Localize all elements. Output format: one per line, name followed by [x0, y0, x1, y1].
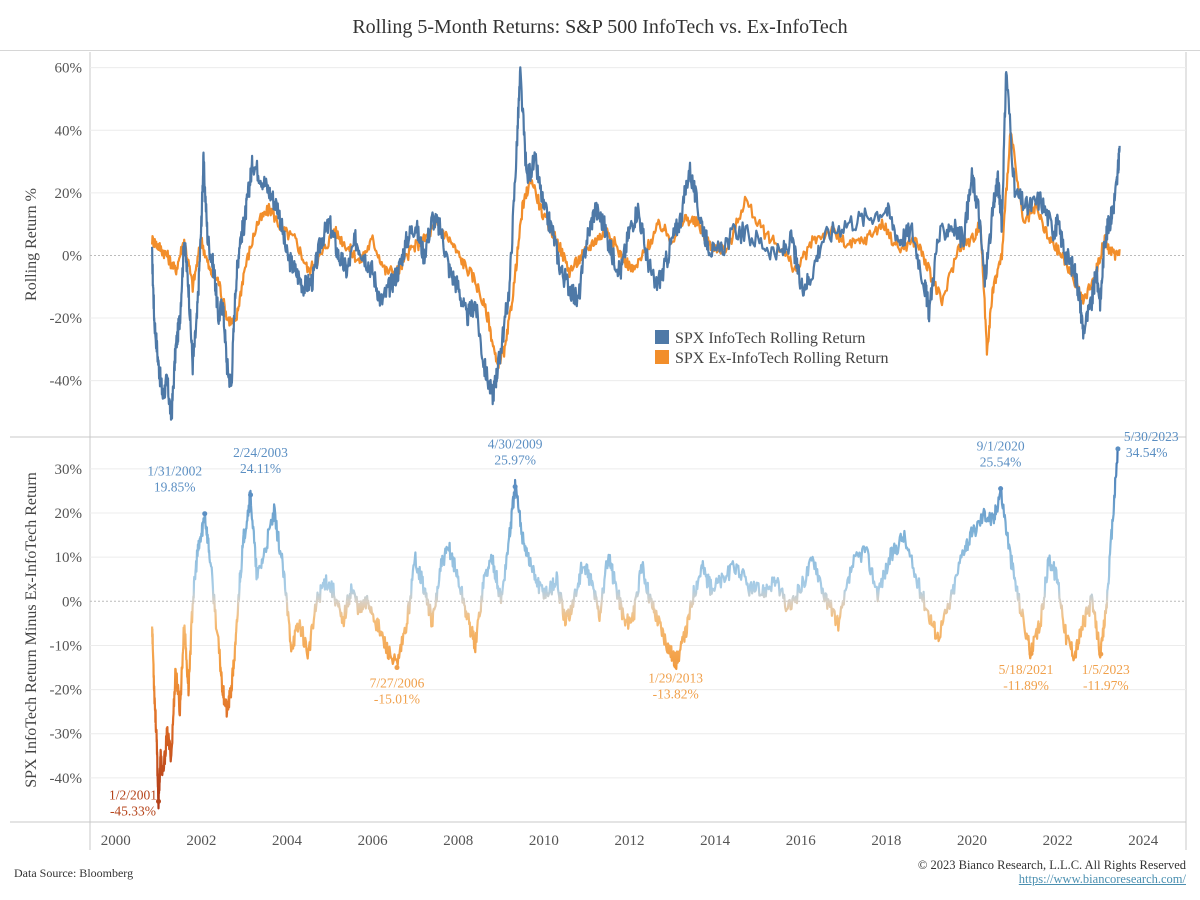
annotation-value: -11.97%	[1083, 678, 1129, 693]
annotation-marker	[673, 659, 679, 665]
chart-frame	[10, 52, 1187, 850]
annotation-value: 34.54%	[1126, 445, 1168, 460]
x-tick-label: 2022	[1043, 833, 1073, 849]
annotation-marker	[202, 511, 208, 517]
top-panel: -40% -20% 0% 20% 40% 60% Rolling Return % SPX…	[23, 61, 1186, 421]
bottom-gridlines	[90, 468, 1186, 779]
series-line-difference	[151, 447, 1119, 810]
footer-credits: © 2023 Bianco Research, L.L.C. All Right…	[918, 858, 1186, 886]
annotation-date: 1/29/2013	[648, 670, 703, 685]
legend-swatch-exinfotech	[655, 350, 669, 364]
annotation-date: 1/2/2001	[109, 787, 157, 802]
y-tick-label: 60%	[55, 61, 83, 77]
x-tick-label: 2002	[186, 833, 216, 849]
x-tick-label: 2008	[443, 833, 473, 849]
y-tick-label: -40%	[50, 771, 83, 787]
copyright: © 2023 Bianco Research, L.L.C. All Right…	[917, 858, 1186, 872]
y-tick-label: -30%	[50, 727, 83, 743]
bottom-y-axis-title: SPX InfoTech Return Minus Ex-InfoTech Re…	[23, 472, 40, 787]
title-divider	[0, 50, 1200, 51]
x-axis-ticks: 2000 2002 2004 2006 2008 2010 2012 2014 2016 2018…	[101, 833, 1159, 849]
annotation-date: 4/30/2009	[488, 437, 543, 452]
y-tick-label: 20%	[55, 506, 83, 522]
annotation-value: 25.54%	[980, 455, 1022, 470]
annotation-value: -11.89%	[1003, 678, 1049, 693]
legend-label-exinfotech: SPX Ex-InfoTech Rolling Return	[675, 350, 889, 367]
annotation-value: 24.11%	[240, 461, 281, 476]
annotation-date: 5/30/2023	[1124, 429, 1179, 444]
y-tick-label: -20%	[50, 683, 83, 699]
annotation-marker	[248, 492, 254, 498]
chart-title: Rolling 5-Month Returns: S&P 500 InfoTec…	[352, 16, 848, 38]
legend-swatch-infotech	[655, 330, 669, 344]
annotations: 1/2/2001-45.33%1/31/200219.85%2/24/20032…	[109, 429, 1179, 819]
annotation-date: 7/27/2006	[370, 676, 425, 691]
annotation-date: 9/1/2020	[977, 439, 1025, 454]
bottom-y-ticks: -40% -30% -20% -10% 0% 10% 20% 30%	[50, 462, 83, 787]
y-tick-label: -10%	[50, 638, 83, 654]
y-tick-label: -20%	[50, 311, 83, 327]
annotation-value: 25.97%	[494, 453, 536, 468]
top-y-axis-title: Rolling Return %	[23, 188, 40, 301]
annotation-date: 5/18/2021	[999, 662, 1054, 677]
x-tick-label: 2006	[358, 833, 389, 849]
series-line-infotech	[151, 66, 1121, 421]
y-tick-label: 20%	[55, 186, 83, 202]
y-tick-label: 0%	[62, 248, 82, 264]
annotation-marker	[512, 484, 518, 490]
annotation-value: -13.82%	[653, 686, 699, 701]
legend: SPX InfoTech Rolling Return SPX Ex-InfoT…	[655, 330, 889, 367]
annotation-marker	[156, 798, 161, 804]
top-y-ticks: -40% -20% 0% 20% 40% 60%	[50, 61, 83, 390]
y-tick-label: 10%	[55, 550, 83, 566]
x-tick-label: 2020	[957, 833, 987, 849]
annotation-marker	[1028, 651, 1034, 657]
annotation-marker	[1115, 446, 1121, 452]
y-tick-label: 40%	[55, 123, 83, 139]
x-tick-label: 2012	[614, 833, 644, 849]
x-tick-label: 2000	[101, 833, 131, 849]
x-tick-label: 2010	[529, 833, 559, 849]
annotation-value: -15.01%	[374, 692, 420, 707]
annotation-date: 2/24/2003	[233, 445, 288, 460]
data-source: Data Source: Bloomberg	[14, 866, 134, 880]
y-tick-label: 30%	[55, 462, 83, 478]
annotation-date: 1/5/2023	[1082, 662, 1130, 677]
bottom-series	[151, 447, 1119, 810]
annotation-marker	[1098, 651, 1104, 657]
y-tick-label: -40%	[50, 374, 83, 390]
top-gridlines	[90, 67, 1186, 382]
x-tick-label: 2004	[272, 833, 303, 849]
annotation-value: 19.85%	[154, 480, 196, 495]
annotation-marker	[394, 665, 400, 671]
x-tick-label: 2016	[786, 833, 817, 849]
series-line-exinfotech	[151, 131, 1121, 369]
annotation-marker	[998, 486, 1004, 492]
legend-label-infotech: SPX InfoTech Rolling Return	[675, 330, 865, 347]
bottom-panel: -40% -30% -20% -10% 0% 10% 20% 30% SPX InfoTech…	[23, 429, 1186, 849]
x-tick-label: 2018	[871, 833, 901, 849]
x-tick-label: 2024	[1128, 833, 1159, 849]
x-tick-label: 2014	[700, 833, 731, 849]
annotation-date: 1/31/2002	[147, 464, 202, 479]
website-link[interactable]: https://www.biancoresearch.com/	[1018, 872, 1186, 886]
top-series	[151, 66, 1121, 421]
y-tick-label: 0%	[62, 594, 82, 610]
annotation-value: -45.33%	[110, 803, 156, 818]
